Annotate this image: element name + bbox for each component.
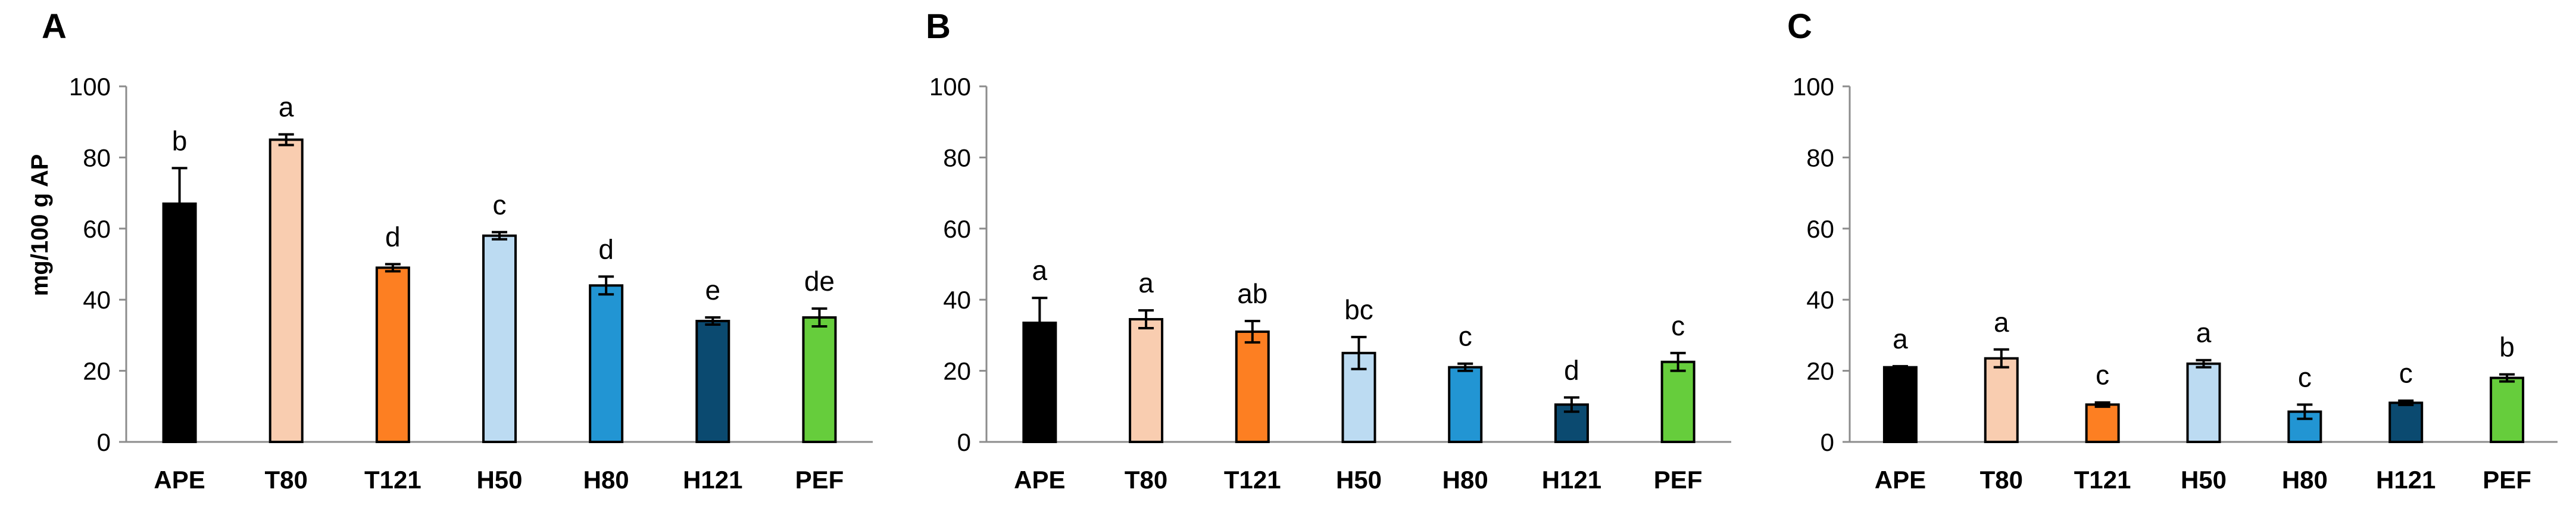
y-tick-label: 0	[97, 428, 111, 456]
bar-h50	[2186, 362, 2221, 443]
bar-pef	[2490, 376, 2525, 443]
bar-h80	[1448, 366, 1483, 444]
x-category-label: H121	[2376, 466, 2436, 494]
x-category-label: APE	[154, 466, 205, 494]
x-category-label: H50	[2181, 466, 2227, 494]
x-category-label: PEF	[2483, 466, 2531, 494]
significance-letter: d	[598, 233, 614, 264]
y-tick-label: 20	[943, 357, 971, 385]
y-tick-label: 0	[1821, 428, 1834, 456]
y-axis-title: mg/100 g AP	[27, 154, 53, 297]
significance-letter: d	[385, 222, 401, 253]
panel-letter: A	[42, 7, 67, 46]
y-tick-label: 40	[943, 286, 971, 314]
y-tick-label: 100	[929, 73, 971, 101]
x-category-label: T80	[1125, 466, 1167, 494]
x-category-label: T121	[1224, 466, 1281, 494]
y-tick-label: 80	[1806, 144, 1834, 172]
bar-t121	[1235, 330, 1270, 443]
y-tick-label: 100	[69, 73, 111, 101]
y-tick-label: 40	[83, 286, 111, 314]
bar-t121	[375, 266, 410, 443]
panel-letter: C	[1787, 7, 1812, 46]
significance-letter: d	[1564, 354, 1579, 385]
x-category-label: H80	[2282, 466, 2328, 494]
significance-letter: c	[1459, 321, 1472, 352]
bar-ape	[1882, 366, 1918, 444]
significance-letter: c	[1671, 310, 1685, 341]
bar-pef	[802, 316, 837, 443]
significance-letter: a	[1893, 323, 1908, 354]
y-tick-label: 60	[943, 215, 971, 243]
x-category-label: H80	[1442, 466, 1488, 494]
significance-letter: c	[493, 189, 507, 220]
significance-letter: c	[2298, 362, 2312, 392]
y-tick-label: 80	[83, 144, 111, 172]
significance-letter: a	[1994, 307, 2009, 338]
x-category-label: T80	[1980, 466, 2023, 494]
bar-h121	[2388, 401, 2424, 444]
y-tick-label: 60	[1806, 215, 1834, 243]
x-category-label: APE	[1014, 466, 1065, 494]
x-category-label: T121	[2074, 466, 2131, 494]
bar-t80	[1984, 357, 2019, 444]
significance-letter: a	[1138, 267, 1154, 298]
significance-letter: b	[172, 125, 188, 156]
y-tick-label: 80	[943, 144, 971, 172]
x-category-label: H121	[1542, 466, 1601, 494]
significance-letter: ab	[1237, 278, 1267, 309]
significance-letter: e	[705, 275, 720, 306]
bar-pef	[1660, 360, 1696, 443]
chart-panel-c: C 0 20 40 60 80 100 a APE a T80 c T121 a H50 c H80 c H121 b…	[1787, 7, 2558, 494]
bar-t121	[2085, 403, 2120, 444]
x-category-label: APE	[1875, 466, 1926, 494]
x-category-label: H80	[583, 466, 629, 494]
x-category-label: PEF	[795, 466, 844, 494]
bar-t80	[268, 138, 304, 444]
bar-ape	[162, 202, 197, 443]
y-tick-label: 0	[957, 428, 971, 456]
panel-letter: B	[926, 7, 951, 46]
x-category-label: H50	[1336, 466, 1382, 494]
significance-letter: bc	[1344, 294, 1373, 325]
bar-h121	[695, 320, 730, 444]
significance-letter: a	[2196, 317, 2212, 348]
bar-h80	[589, 284, 624, 443]
chart-panel-b: B 0 20 40 60 80 100 a APE a T80 ab T121 bc H50 c H80 d H12…	[926, 7, 1731, 494]
y-tick-label: 40	[1806, 286, 1834, 314]
x-category-label: PEF	[1654, 466, 1703, 494]
y-tick-label: 100	[1793, 73, 1834, 101]
x-category-label: H121	[683, 466, 742, 494]
x-category-label: T80	[265, 466, 308, 494]
significance-letter: c	[2096, 360, 2109, 391]
significance-letter: b	[2499, 332, 2515, 363]
x-category-label: T121	[364, 466, 421, 494]
y-tick-label: 20	[1806, 357, 1834, 385]
significance-letter: c	[2399, 358, 2413, 389]
significance-letter: de	[804, 266, 835, 297]
significance-letter: a	[279, 92, 294, 123]
chart-panel-a: A 0 20 40 60 80 100 b APE a T80 d T121 c H50 d H80 e H121 d…	[42, 7, 873, 494]
y-tick-label: 60	[83, 215, 111, 243]
bar-h50	[482, 234, 517, 443]
significance-letter: a	[1032, 255, 1048, 286]
y-tick-label: 20	[83, 357, 111, 385]
bar-t80	[1129, 318, 1164, 443]
x-category-label: H50	[476, 466, 522, 494]
